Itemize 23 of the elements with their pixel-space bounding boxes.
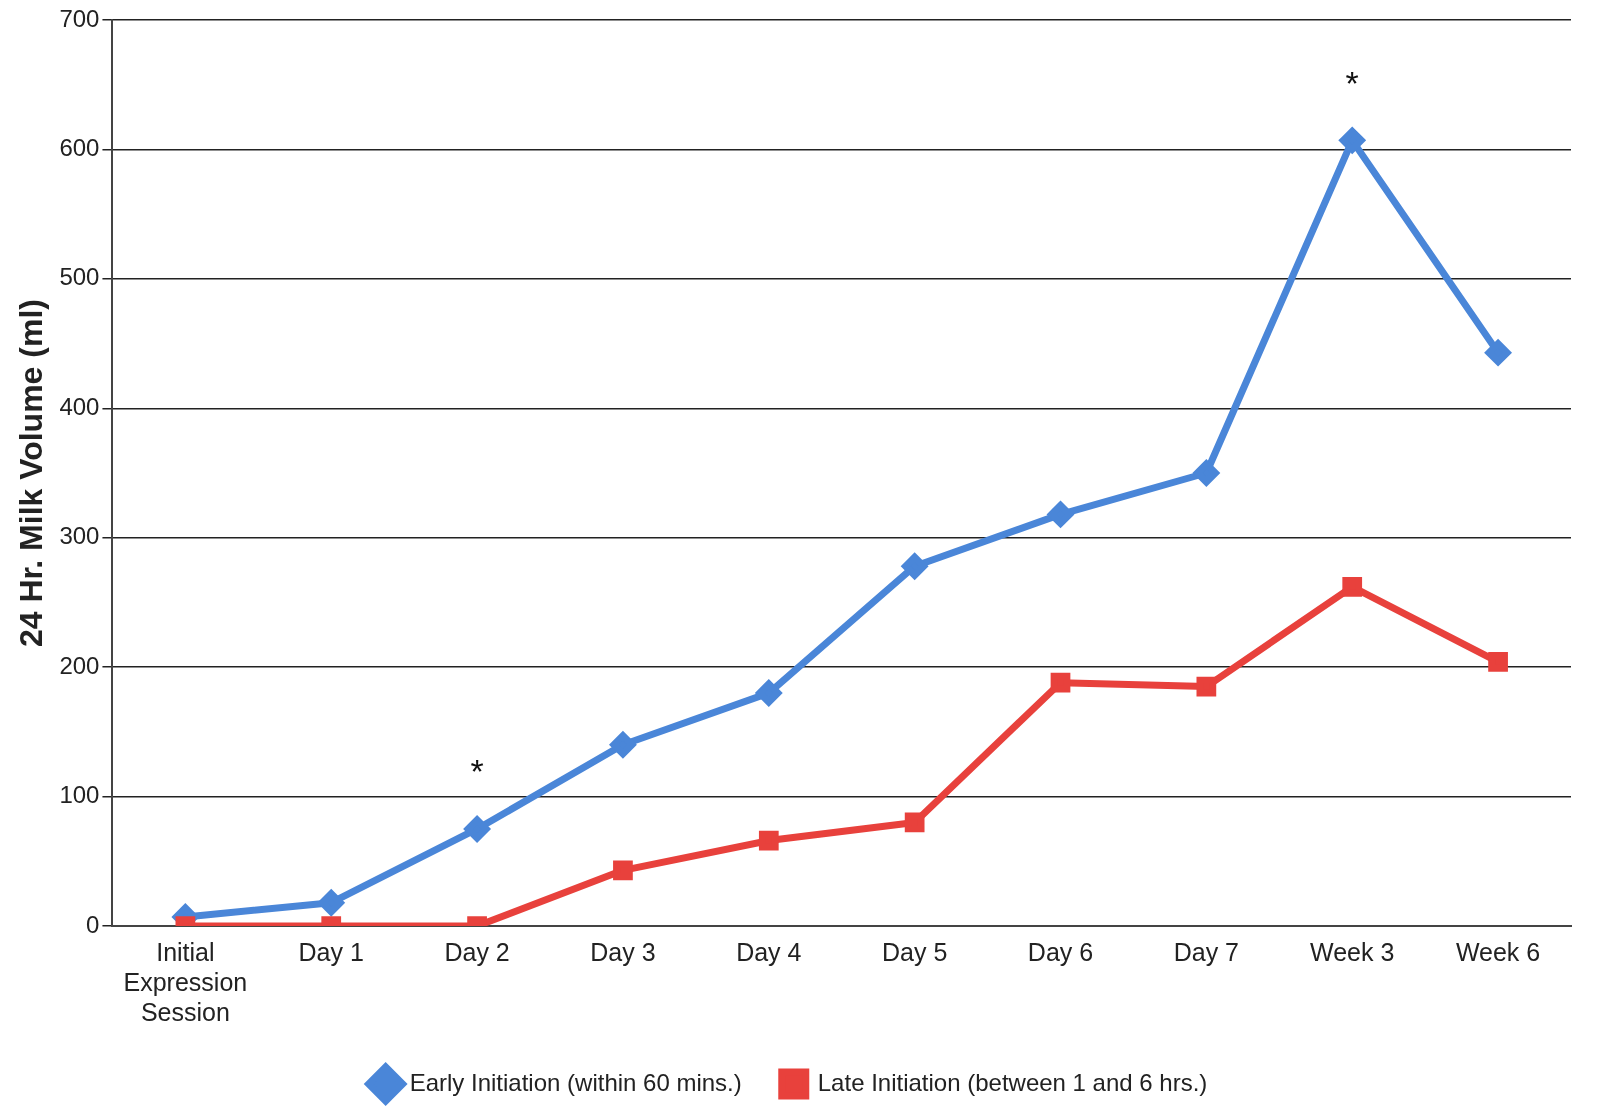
x-tick-label: Day 3 [590,937,656,966]
x-tick-label: Day 5 [881,937,948,966]
legend-label: Late Initiation (between 1 and 6 hrs.) [817,1068,1208,1096]
annotation: * [1345,63,1359,102]
x-tick-label: Day 6 [1027,937,1094,966]
y-tick-label: 0 [86,910,100,938]
x-tick-label: Initial Expression Session [123,937,248,1026]
x-tick-label: Week 6 [1455,937,1541,966]
x-tick-label: Day 1 [298,937,364,966]
y-tick-label: 600 [59,134,100,162]
x-tick-label: Day 4 [736,937,802,966]
y-tick-label: 700 [59,4,100,32]
x-tick-label: Day 2 [444,937,510,966]
y-tick-label: 200 [59,651,100,679]
x-tick-label: Week 3 [1310,937,1395,966]
y-tick-label: 400 [59,392,100,420]
y-tick-label: 500 [59,263,100,291]
annotation: * [470,752,484,791]
x-tick-label: Day 7 [1173,937,1240,966]
y-tick-label: 300 [59,522,100,550]
y-tick-label: 100 [59,781,100,809]
y-axis-title: 24 Hr. Milk Volume (ml) [13,299,50,647]
legend-label: Early Initiation (within 60 mins.) [409,1068,742,1096]
